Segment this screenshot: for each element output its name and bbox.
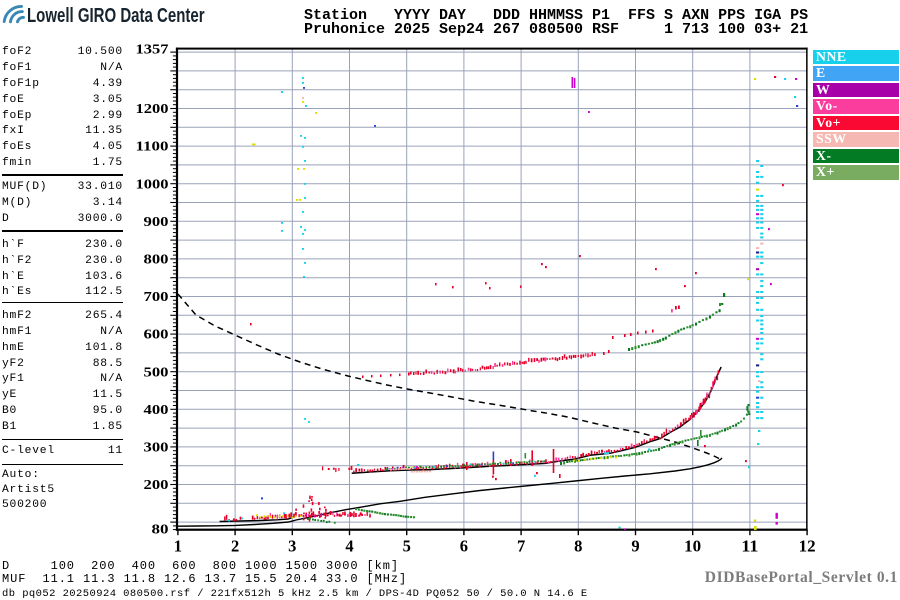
svg-text:10: 10 [684, 537, 701, 556]
svg-text:7: 7 [517, 537, 525, 556]
svg-text:700: 700 [144, 289, 169, 304]
svg-text:4: 4 [345, 537, 353, 556]
svg-text:500: 500 [144, 364, 169, 379]
svg-text:8: 8 [574, 537, 582, 556]
svg-text:80: 80 [152, 522, 169, 537]
svg-text:11: 11 [741, 537, 758, 556]
svg-text:1200: 1200 [136, 101, 169, 116]
svg-text:300: 300 [144, 440, 169, 455]
svg-text:3: 3 [288, 537, 296, 556]
svg-text:12: 12 [799, 537, 816, 556]
svg-text:6: 6 [460, 537, 468, 556]
svg-text:9: 9 [631, 537, 639, 556]
svg-text:200: 200 [144, 477, 169, 492]
svg-text:900: 900 [144, 214, 169, 229]
svg-text:1: 1 [174, 537, 182, 556]
svg-text:2: 2 [231, 537, 239, 556]
svg-text:600: 600 [144, 327, 169, 342]
svg-text:5: 5 [403, 537, 411, 556]
svg-text:800: 800 [144, 252, 169, 267]
svg-text:1357: 1357 [136, 41, 169, 56]
svg-text:1000: 1000 [136, 176, 169, 191]
svg-text:1100: 1100 [136, 139, 169, 154]
svg-text:400: 400 [144, 402, 169, 417]
